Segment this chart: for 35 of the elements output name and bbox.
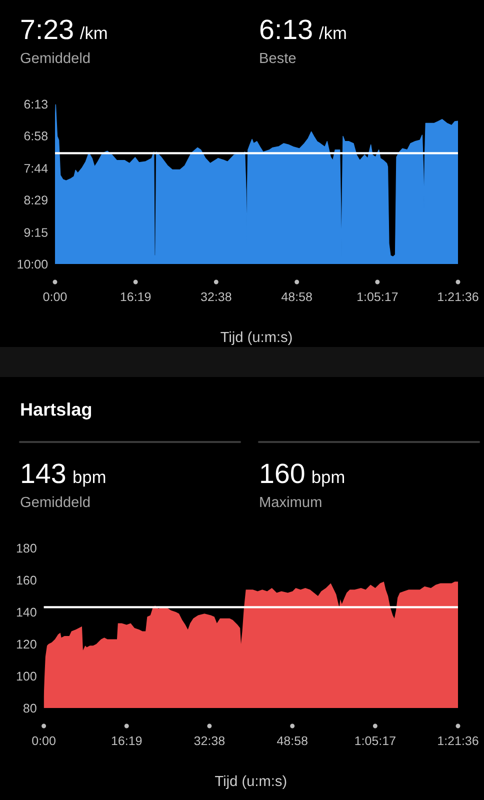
y-tick-label: 9:15 xyxy=(24,228,48,237)
y-tick-label: 120 xyxy=(16,640,36,649)
y-tick-label: 10:00 xyxy=(18,260,48,269)
y-tick-label: 80 xyxy=(23,704,36,713)
y-tick-label: 160 xyxy=(16,576,36,585)
y-tick-label: 140 xyxy=(16,608,36,617)
x-tick-label: 1:21:36 xyxy=(438,292,478,302)
x-tick-label: 1:21:36 xyxy=(438,736,478,746)
x-axis-title: Tijd (u:m:s) xyxy=(220,331,292,346)
text: Beste xyxy=(260,52,296,64)
text: 7:23 /km xyxy=(21,20,107,40)
x-tick-label: 1:05:17 xyxy=(355,736,396,746)
text: Gemiddeld xyxy=(20,496,90,508)
y-tick-label: 180 xyxy=(16,544,36,553)
x-tick-label: 0:00 xyxy=(43,292,67,302)
x-tick-label: 0:00 xyxy=(32,736,56,746)
x-tick-label: 48:58 xyxy=(277,736,308,746)
chart-title: Hartslag xyxy=(21,402,92,420)
text: Gemiddeld xyxy=(20,52,90,64)
y-tick-label: 6:13 xyxy=(24,100,48,109)
x-axis-title: Tijd (u:m:s) xyxy=(215,775,286,790)
y-tick-label: 8:29 xyxy=(24,196,48,205)
text: 6:13 /km xyxy=(260,20,346,40)
y-tick-label: 7:44 xyxy=(24,164,48,173)
text: Maximum xyxy=(260,496,322,508)
x-tick-label: 16:19 xyxy=(120,292,151,302)
x-tick-label: 16:19 xyxy=(112,736,142,746)
y-tick-label: 100 xyxy=(16,672,36,681)
x-tick-label: 32:38 xyxy=(194,736,225,746)
y-tick-label: 6:58 xyxy=(24,132,48,140)
text: 143 bpm xyxy=(22,464,106,487)
x-tick-label: 32:38 xyxy=(201,292,232,302)
text: 160 bpm xyxy=(261,464,344,487)
x-tick-label: 1:05:17 xyxy=(358,292,398,302)
x-tick-label: 48:58 xyxy=(281,292,312,302)
